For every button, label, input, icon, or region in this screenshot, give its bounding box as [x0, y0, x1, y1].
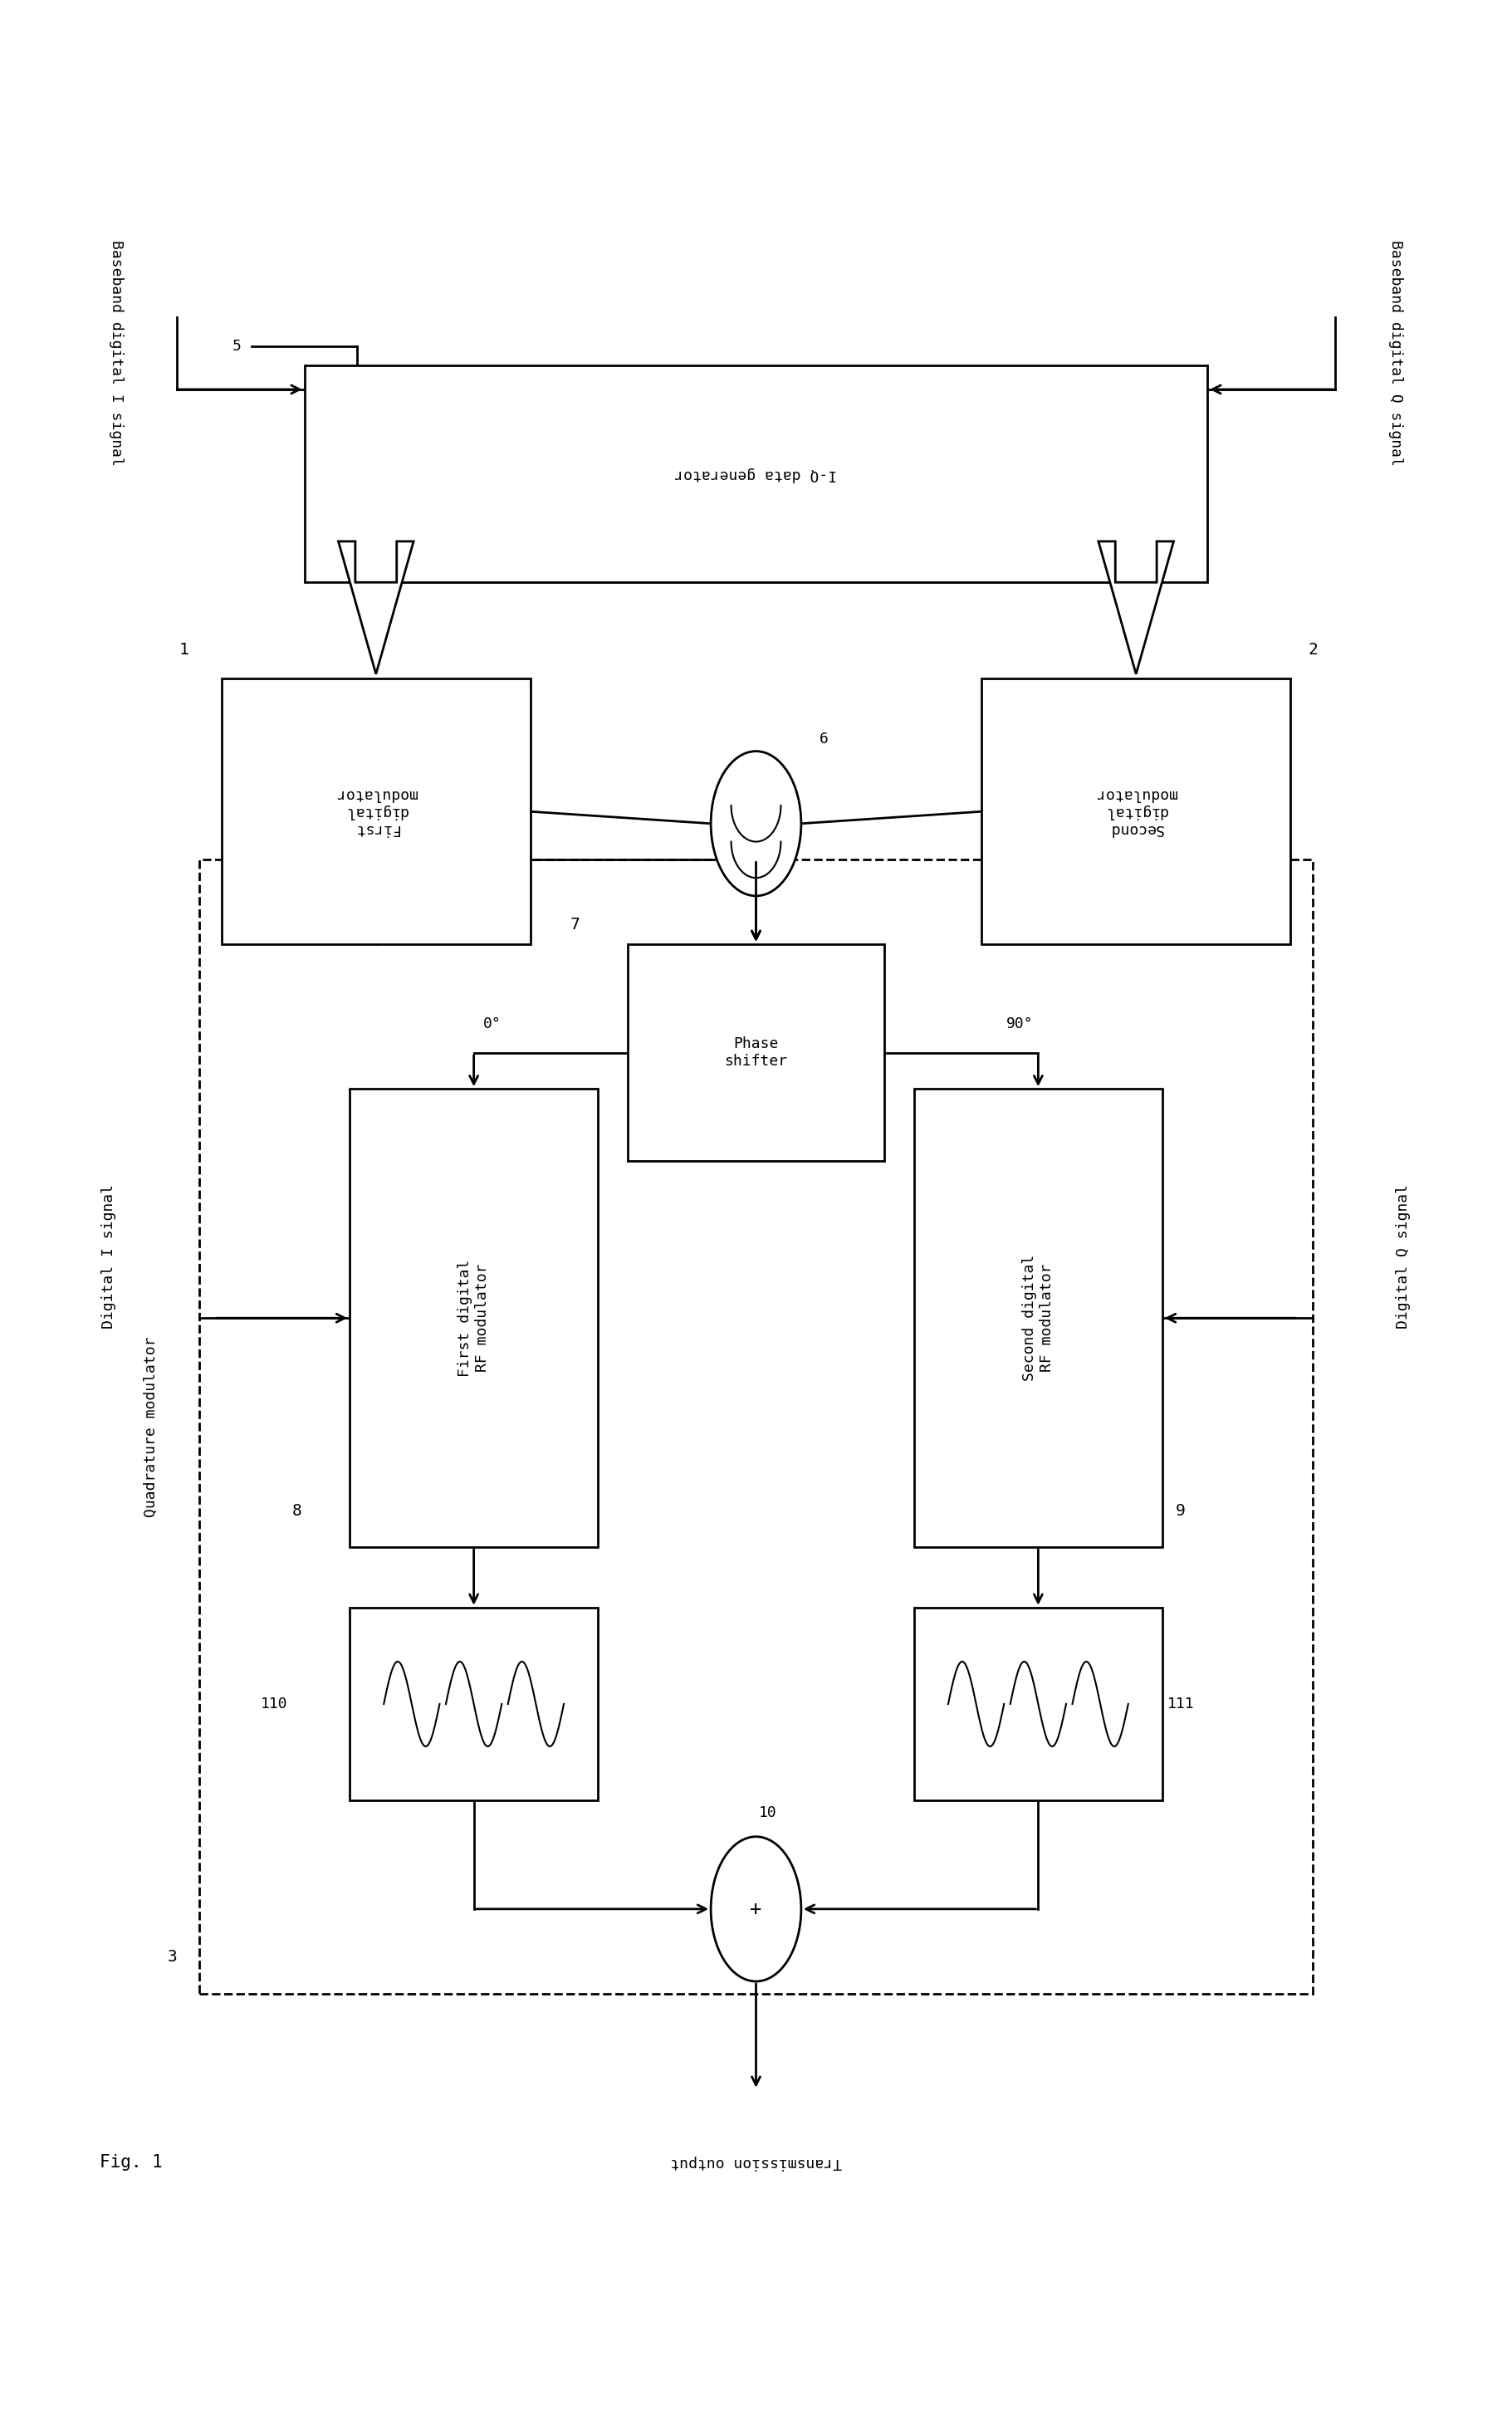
- Bar: [915, 1089, 1163, 1548]
- Circle shape: [711, 1836, 801, 1981]
- Bar: [627, 943, 885, 1161]
- Text: 0°: 0°: [482, 1016, 500, 1030]
- Text: First digital
RF modulator: First digital RF modulator: [458, 1260, 490, 1376]
- Text: Digital Q signal: Digital Q signal: [1396, 1185, 1411, 1328]
- Text: 110: 110: [262, 1696, 287, 1713]
- Bar: [349, 1609, 597, 1800]
- Text: 5: 5: [233, 339, 242, 353]
- Text: Baseband digital Q signal: Baseband digital Q signal: [1388, 239, 1403, 467]
- Text: 1: 1: [180, 641, 189, 658]
- Bar: [915, 1609, 1163, 1800]
- FancyArrow shape: [339, 542, 414, 675]
- Text: 3: 3: [168, 1950, 177, 1964]
- Text: Baseband digital I signal: Baseband digital I signal: [109, 239, 124, 467]
- Text: Quadrature modulator: Quadrature modulator: [144, 1335, 159, 1517]
- Text: First
digital
modulator: First digital modulator: [336, 786, 417, 837]
- Text: 111: 111: [1167, 1696, 1194, 1713]
- Text: Digital I signal: Digital I signal: [101, 1185, 116, 1328]
- Text: Second
digital
modulator: Second digital modulator: [1095, 786, 1176, 837]
- Text: 90°: 90°: [1007, 1016, 1034, 1030]
- Text: I-Q data generator: I-Q data generator: [674, 467, 838, 481]
- Text: Transmission output: Transmission output: [670, 2155, 842, 2170]
- Circle shape: [711, 752, 801, 895]
- Text: 10: 10: [759, 1805, 777, 1819]
- FancyArrow shape: [1098, 542, 1173, 675]
- Text: 6: 6: [820, 731, 829, 747]
- Bar: [304, 365, 1208, 583]
- Bar: [222, 680, 531, 943]
- Text: Phase
shifter: Phase shifter: [724, 1038, 788, 1069]
- Text: Fig. 1: Fig. 1: [100, 2153, 163, 2170]
- Text: 2: 2: [1308, 641, 1318, 658]
- Bar: [200, 859, 1312, 1993]
- Text: +: +: [750, 1899, 762, 1918]
- Text: 7: 7: [570, 917, 581, 934]
- Bar: [981, 680, 1290, 943]
- Text: 8: 8: [292, 1502, 302, 1519]
- Text: Second digital
RF modulator: Second digital RF modulator: [1022, 1255, 1054, 1381]
- Bar: [349, 1089, 597, 1548]
- Text: 9: 9: [1175, 1502, 1185, 1519]
